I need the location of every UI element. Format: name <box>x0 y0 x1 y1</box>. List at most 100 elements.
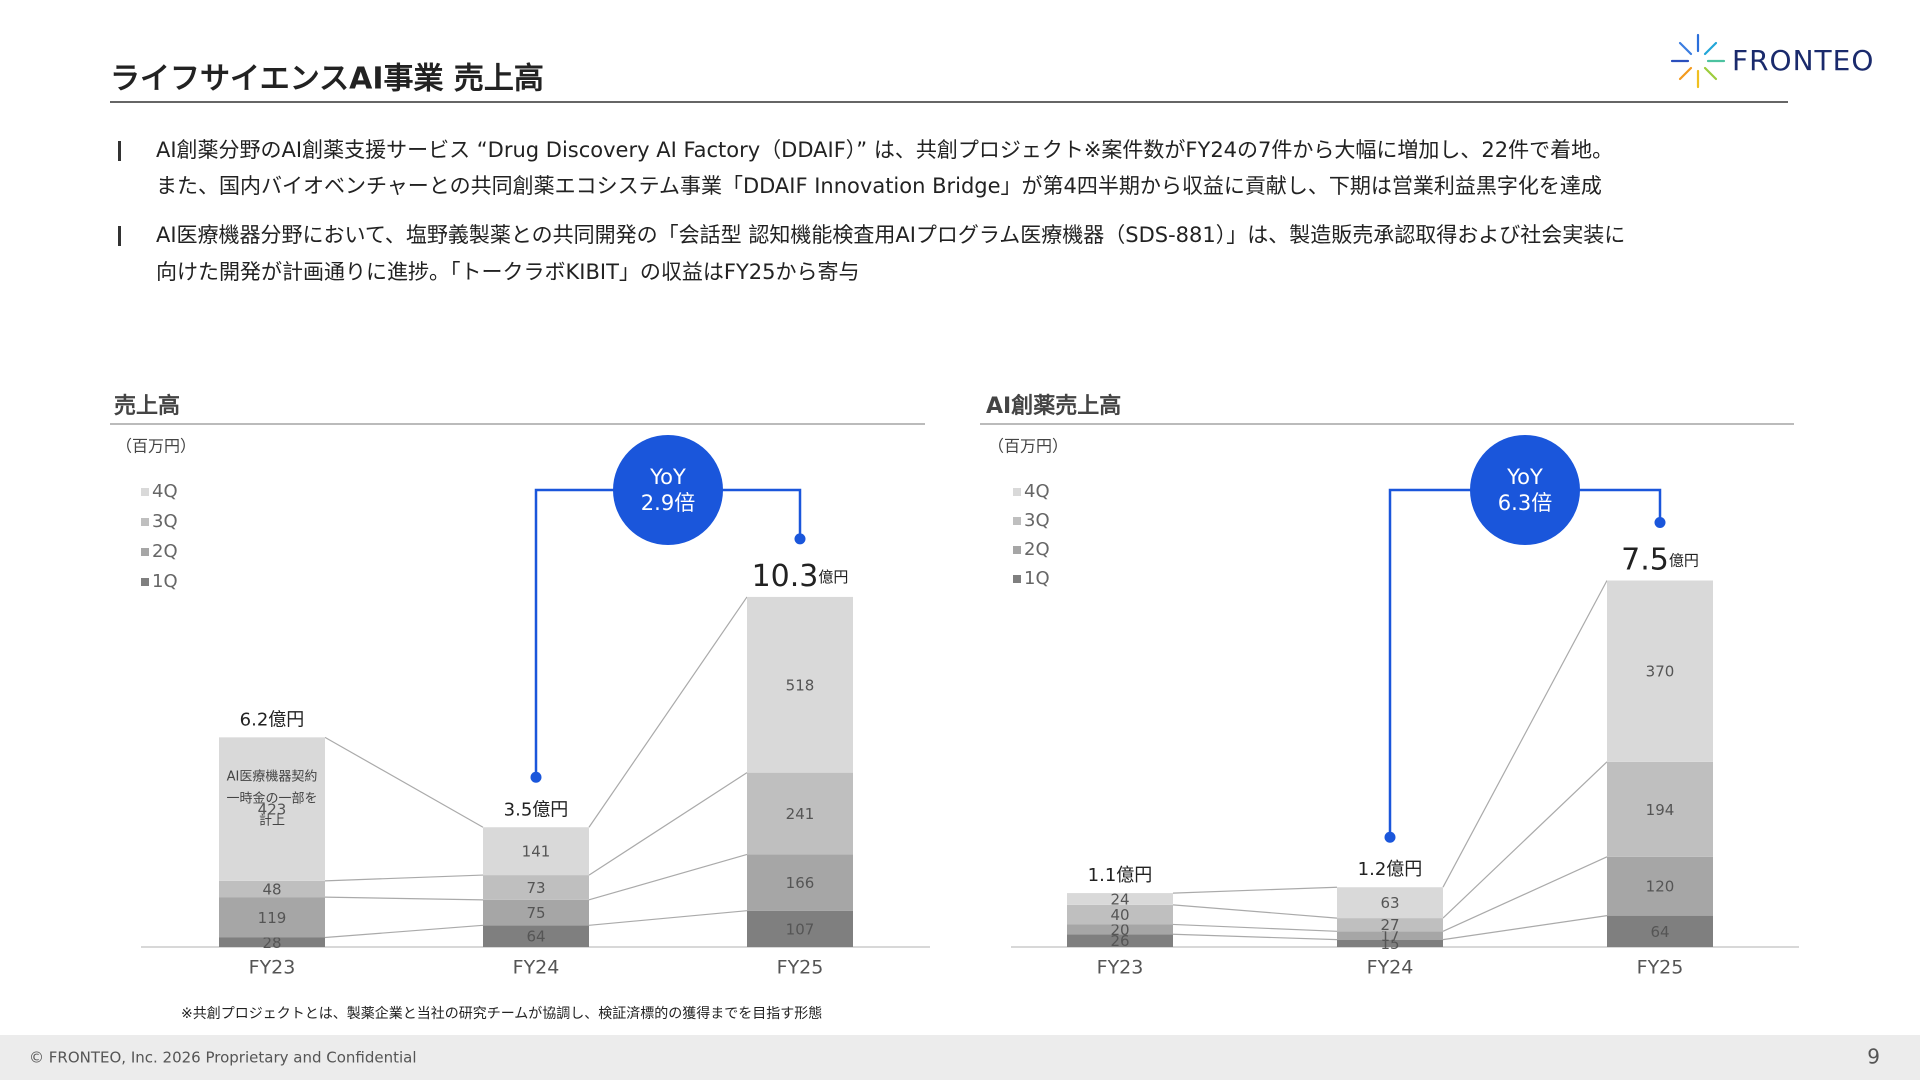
unit-label: （百万円） <box>988 437 1068 456</box>
bar-segment <box>1607 915 1713 947</box>
x-tick-label: FY23 <box>249 957 296 979</box>
bar-segment <box>483 875 589 900</box>
bar-segment <box>1607 761 1713 857</box>
segment-label: 141 <box>522 843 551 861</box>
segment-label: 119 <box>258 909 287 927</box>
connector <box>1442 761 1608 919</box>
segment-label: 194 <box>1646 801 1675 819</box>
connector <box>1172 923 1338 932</box>
segment-label: 166 <box>786 874 815 892</box>
yoy-value: 2.9倍 <box>641 491 695 515</box>
yoy-label: YoY <box>649 465 686 489</box>
yoy-badge <box>1470 435 1580 545</box>
connector <box>588 772 748 876</box>
bar-segment <box>219 737 325 881</box>
legend-label: 3Q <box>152 511 178 532</box>
bullet-text: AI創薬分野のAI創薬支援サービス “Drug Discovery AI Fac… <box>156 138 1613 162</box>
total-label: 7.5億円 <box>1621 542 1699 577</box>
total-number: 7.5 <box>1621 542 1669 577</box>
legend-swatch <box>1013 488 1021 496</box>
bar-segment <box>1067 934 1173 947</box>
segment-label: 423 <box>258 801 287 819</box>
segment-label: 27 <box>1380 916 1399 934</box>
segment-label: 64 <box>526 928 545 946</box>
annotation: AI医療機器契約 <box>227 770 318 785</box>
slide-title: ライフサイエンスAI事業 売上高 <box>110 62 544 97</box>
unit-label: （百万円） <box>116 437 196 456</box>
legend-swatch <box>1013 517 1021 525</box>
logo-icon <box>1670 33 1726 89</box>
segment-label: 241 <box>786 805 815 823</box>
copyright: © FRONTEO, Inc. 2026 Proprietary and Con… <box>29 1049 417 1067</box>
legend-swatch <box>141 488 149 496</box>
bar-segment <box>483 899 589 926</box>
yoy-dot <box>1384 831 1396 843</box>
bar-segment <box>483 925 589 947</box>
segment-label: 120 <box>1646 878 1675 896</box>
x-tick-label: FY25 <box>777 957 824 979</box>
connector <box>1172 933 1338 941</box>
legend-label: 4Q <box>1024 481 1050 502</box>
legend-label: 2Q <box>1024 539 1050 560</box>
annotation: 計上 <box>259 813 285 829</box>
bar-segment <box>1067 893 1173 905</box>
segment-label: 48 <box>262 880 281 898</box>
yoy-label: YoY <box>1506 465 1543 489</box>
bar-segment <box>1607 856 1713 916</box>
legend-label: 1Q <box>152 571 178 592</box>
legend-label: 4Q <box>152 481 178 502</box>
x-tick-label: FY23 <box>1097 957 1144 979</box>
total-label: 10.3億円 <box>752 558 849 593</box>
bar-segment <box>1607 580 1713 762</box>
connector <box>1442 915 1608 941</box>
bar-segment <box>483 827 589 876</box>
total-number: 10.3 <box>752 558 819 593</box>
segment-label: 370 <box>1646 663 1675 681</box>
segment-label: 28 <box>262 934 281 952</box>
segment-label: 75 <box>526 904 545 922</box>
segment-label: 26 <box>1110 932 1129 950</box>
yoy-dot <box>1654 516 1666 528</box>
x-tick-label: FY25 <box>1637 957 1684 979</box>
segment-label: 24 <box>1110 890 1129 908</box>
annotation: 一時金の一部を <box>226 791 317 807</box>
bar-segment <box>219 880 325 898</box>
bullet-marker <box>118 141 121 161</box>
connector <box>324 924 484 939</box>
legend-swatch <box>1013 546 1021 554</box>
yoy-value: 6.3倍 <box>1498 491 1552 515</box>
legend-swatch <box>141 518 149 526</box>
yoy-badge <box>613 435 723 545</box>
segment-label: 17 <box>1380 927 1399 945</box>
bullet-text: AI医療機器分野において、塩野義製薬との共同開発の「会話型 認知機能検査用AIプ… <box>156 223 1625 247</box>
connector <box>1442 580 1608 888</box>
total-unit: 億円 <box>818 567 848 585</box>
connector <box>588 910 748 926</box>
connector <box>588 596 748 828</box>
chart-title: AI創薬売上高 <box>986 393 1121 419</box>
total-label: 3.5億円 <box>504 799 569 820</box>
legend-label: 1Q <box>1024 568 1050 589</box>
legend-swatch <box>1013 575 1021 583</box>
bar-segment <box>1337 939 1443 947</box>
bar-segment <box>1337 918 1443 932</box>
connector <box>588 853 748 901</box>
chart-title: 売上高 <box>114 393 180 419</box>
total-label: 6.2億円 <box>240 709 305 730</box>
legend-swatch <box>141 548 149 556</box>
x-tick-label: FY24 <box>1367 957 1414 979</box>
total-label: 1.1億円 <box>1088 865 1153 886</box>
connector <box>1172 886 1338 894</box>
yoy-dot <box>530 771 542 783</box>
connector <box>324 874 484 882</box>
total-unit: 億円 <box>1669 551 1699 569</box>
connector <box>1442 856 1608 932</box>
yoy-dot <box>794 533 806 545</box>
bar-segment <box>747 772 853 855</box>
segment-label: 63 <box>1380 894 1399 912</box>
segment-label: 518 <box>786 676 815 694</box>
x-tick-label: FY24 <box>513 957 560 979</box>
connector <box>324 896 484 901</box>
connector <box>1172 904 1338 919</box>
